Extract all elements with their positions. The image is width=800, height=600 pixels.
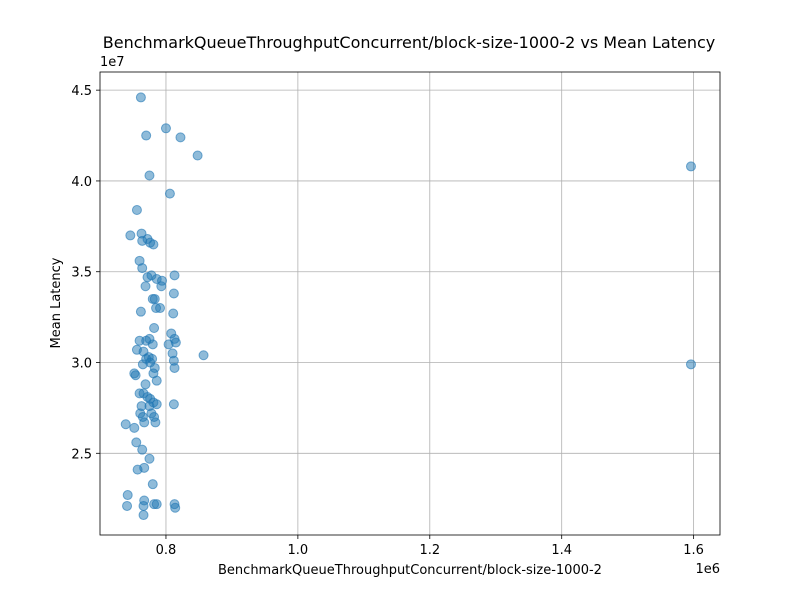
data-point: [685, 161, 696, 172]
data-point: [140, 281, 151, 292]
data-point: [169, 270, 180, 281]
data-point: [140, 379, 151, 390]
data-point: [149, 293, 160, 304]
data-points: [120, 92, 696, 521]
data-point: [147, 339, 158, 350]
data-point: [138, 510, 149, 521]
data-point: [169, 362, 180, 373]
y-tick-label: 3.5: [71, 266, 92, 281]
data-point: [122, 490, 133, 501]
x-tick-label: 1.6: [683, 543, 704, 558]
data-point: [131, 204, 142, 215]
data-point: [139, 462, 150, 473]
data-point: [192, 150, 203, 161]
data-point: [168, 399, 179, 410]
x-tick-label: 0.8: [156, 543, 177, 558]
data-point: [160, 123, 171, 134]
data-point: [151, 499, 162, 510]
data-point: [164, 188, 175, 199]
data-point: [149, 323, 160, 334]
data-point: [150, 417, 161, 428]
data-point: [170, 502, 181, 513]
data-point: [137, 444, 148, 455]
data-point: [151, 375, 162, 386]
data-point: [135, 92, 146, 103]
x-tick-label: 1.2: [419, 543, 440, 558]
data-point: [155, 303, 166, 314]
data-point: [130, 370, 141, 381]
data-point: [198, 350, 209, 361]
data-point: [175, 132, 186, 143]
plot-frame: [99, 71, 721, 536]
y-tick-label: 2.5: [71, 447, 92, 462]
chart-title: BenchmarkQueueThroughputConcurrent/block…: [103, 33, 715, 52]
x-axis-ticks: 0.8 1.0 1.2 1.4 1.6: [156, 535, 704, 558]
x-tick-label: 1.0: [288, 543, 309, 558]
data-point: [135, 306, 146, 317]
y-tick-label: 4.0: [71, 175, 92, 190]
grid-lines: [100, 72, 720, 535]
data-point: [144, 170, 155, 181]
data-point: [148, 239, 159, 250]
data-point: [144, 453, 155, 464]
data-point: [137, 263, 148, 274]
y-tick-label: 3.0: [71, 357, 92, 372]
x-tick-label: 1.4: [551, 543, 572, 558]
x-offset-label: 1e6: [695, 562, 720, 577]
data-point: [685, 359, 696, 370]
data-point: [147, 479, 158, 490]
data-point: [139, 417, 150, 428]
y-offset-label: 1e7: [100, 55, 125, 70]
y-tick-label: 4.5: [71, 84, 92, 99]
y-axis-ticks: 2.5 3.0 3.5 4.0 4.5: [71, 84, 100, 462]
data-point: [137, 359, 148, 370]
data-point: [141, 130, 152, 141]
data-point: [125, 230, 136, 241]
data-point: [163, 339, 174, 350]
data-point: [168, 308, 179, 319]
data-point: [156, 281, 167, 292]
data-point: [138, 500, 149, 511]
data-point: [168, 288, 179, 299]
data-point: [122, 500, 133, 511]
x-axis-label: BenchmarkQueueThroughputConcurrent/block…: [218, 563, 602, 578]
data-point: [120, 419, 131, 430]
y-axis-label: Mean Latency: [49, 257, 64, 348]
data-point: [129, 422, 140, 433]
data-point: [131, 437, 142, 448]
